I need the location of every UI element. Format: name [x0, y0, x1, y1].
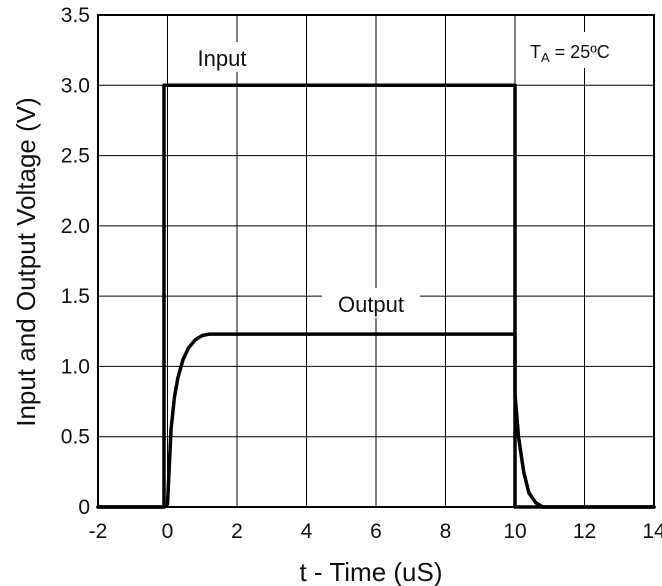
- y-tick-label: 0: [78, 496, 90, 519]
- y-tick-label: 2.5: [61, 145, 90, 168]
- x-tick-label: 8: [440, 520, 452, 543]
- y-tick-label: 0.5: [61, 426, 90, 449]
- x-tick-label: 4: [301, 520, 313, 543]
- y-tick-label: 3.0: [61, 74, 90, 97]
- condition-box-bg: [522, 32, 642, 68]
- y-tick-label: 1.0: [61, 355, 90, 378]
- y-tick-label: 3.5: [61, 4, 90, 27]
- x-tick-label: 0: [162, 520, 174, 543]
- x-tick-label: -2: [89, 520, 108, 543]
- x-axis-title: t - Time (uS): [299, 557, 442, 586]
- y-axis-title: Input and Output Voltage (V): [11, 97, 41, 427]
- x-tick-label: 12: [573, 520, 596, 543]
- x-tick-label: 6: [370, 520, 382, 543]
- grid: [98, 15, 654, 507]
- output-label-bg: [322, 288, 420, 318]
- y-tick-label: 2.0: [61, 215, 90, 238]
- x-tick-label: 14: [642, 520, 662, 543]
- input-label-bg: [184, 42, 260, 72]
- x-tick-label: 10: [503, 520, 526, 543]
- y-tick-label: 1.5: [61, 285, 90, 308]
- series-output-line: [96, 332, 656, 509]
- y-tick-labels: 0 0.5 1.0 1.5 2.0 2.5 3.0 3.5: [61, 4, 90, 519]
- condition-label: TA = 25ºC: [530, 42, 610, 65]
- output-series-label: Output: [338, 292, 404, 317]
- x-tick-labels: -2 0 2 4 6 8 10 12 14: [89, 520, 662, 543]
- x-tick-label: 2: [231, 520, 243, 543]
- plot-frame: [97, 14, 655, 508]
- input-series-label: Input: [198, 46, 247, 71]
